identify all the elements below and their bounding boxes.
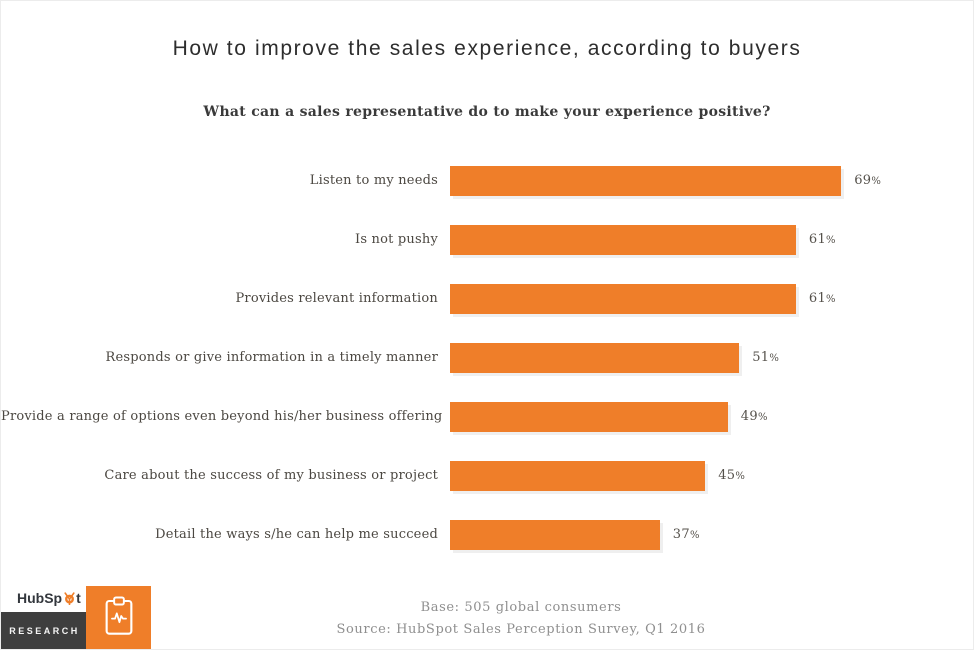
value-label: 45% [718, 468, 746, 483]
source-note: Source: HubSpot Sales Perception Survey,… [336, 622, 706, 637]
category-label: Responds or give information in a timely… [105, 350, 438, 365]
bar [450, 283, 796, 314]
bar-track: 69% [450, 165, 973, 196]
category-label: Provides relevant information [235, 291, 438, 306]
research-label: RESEARCH [9, 625, 80, 636]
bar-row: Provide a range of options even beyond h… [1, 387, 973, 446]
bar-track: 61% [450, 283, 973, 314]
value-label: 61% [808, 291, 836, 306]
bar-row: Care about the success of my business or… [1, 446, 973, 505]
hubspot-logo-text-end: t [76, 590, 81, 606]
bar [450, 460, 706, 491]
bar-row: Provides relevant information 61% [1, 269, 973, 328]
category-label: Detail the ways s/he can help me succeed [155, 527, 438, 542]
bar-row: Listen to my needs 69% [1, 151, 973, 210]
chart-title: How to improve the sales experience, acc… [172, 37, 802, 60]
clipboard-pulse-icon [104, 595, 134, 641]
hubspot-logo-text: HubSp [17, 590, 63, 606]
bar-row: Is not pushy 61% [1, 210, 973, 269]
bar-track: 45% [450, 460, 973, 491]
bar-track: 61% [450, 224, 973, 255]
value-label: 49% [740, 409, 768, 424]
category-label: Listen to my needs [309, 173, 438, 188]
base-note: Base: 505 global consumers [420, 600, 622, 615]
category-label: Care about the success of my business or… [104, 468, 438, 483]
hubspot-logo: HubSp t [17, 590, 81, 606]
bar-track: 49% [450, 401, 973, 432]
bar-row: Responds or give information in a timely… [1, 328, 973, 387]
category-label: Is not pushy [355, 232, 438, 247]
bar [450, 165, 842, 196]
bar [450, 401, 728, 432]
bar [450, 224, 796, 255]
bar-row: Detail the ways s/he can help me succeed… [1, 505, 973, 564]
hubspot-sprocket-icon [63, 591, 76, 606]
bar-track: 51% [450, 342, 973, 373]
clipboard-tile [86, 586, 151, 649]
hubspot-research-badge: HubSp t RESEARCH [1, 584, 151, 649]
value-label: 37% [672, 527, 700, 542]
bar [450, 342, 740, 373]
research-label-band: RESEARCH [1, 612, 86, 649]
chart-subtitle: What can a sales representative do to ma… [203, 104, 771, 120]
value-label: 51% [752, 350, 780, 365]
bar-chart: Listen to my needs 69% Is not pushy 61% … [1, 151, 973, 564]
bar-track: 37% [450, 519, 973, 550]
footer-notes: Base: 505 global consumers Source: HubSp… [67, 597, 973, 641]
value-label: 61% [808, 232, 836, 247]
category-label: Provide a range of options even beyond h… [1, 409, 443, 424]
bar [450, 519, 660, 550]
value-label: 69% [854, 173, 882, 188]
